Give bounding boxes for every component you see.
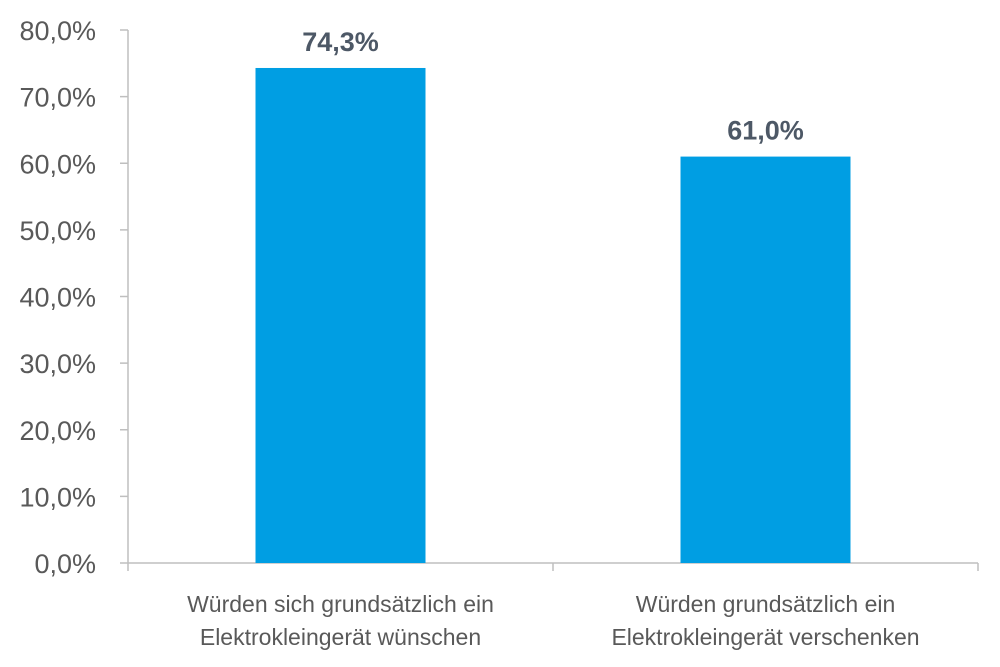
y-tick-label: 20,0% [19,416,96,446]
category-label: Elektrokleingerät verschenken [611,624,919,650]
y-tick-label: 50,0% [19,216,96,246]
data-label: 74,3% [302,27,379,57]
bars [255,67,851,563]
y-tick-label: 10,0% [19,482,96,512]
data-label: 61,0% [727,116,804,146]
data-labels: 74,3% 61,0% [302,27,804,146]
y-tick-label: 0,0% [34,549,96,579]
y-axis: 0,0% 10,0% 20,0% 30,0% 40,0% 50,0% 60,0% 70,0% 8… [19,16,129,579]
y-tick-label: 80,0% [19,16,96,46]
category-label: Würden sich grundsätzlich ein [187,591,494,617]
category-label: Würden grundsätzlich ein [636,591,896,617]
bar [680,156,851,563]
y-tick-label: 40,0% [19,283,96,313]
category-label: Elektrokleingerät wünschen [200,624,481,650]
x-axis: Würden sich grundsätzlich ein Elektroklei… [127,562,979,650]
y-tick-label: 70,0% [19,83,96,113]
bar [255,67,426,563]
y-tick-label: 60,0% [19,149,96,179]
y-tick-label: 30,0% [19,349,96,379]
